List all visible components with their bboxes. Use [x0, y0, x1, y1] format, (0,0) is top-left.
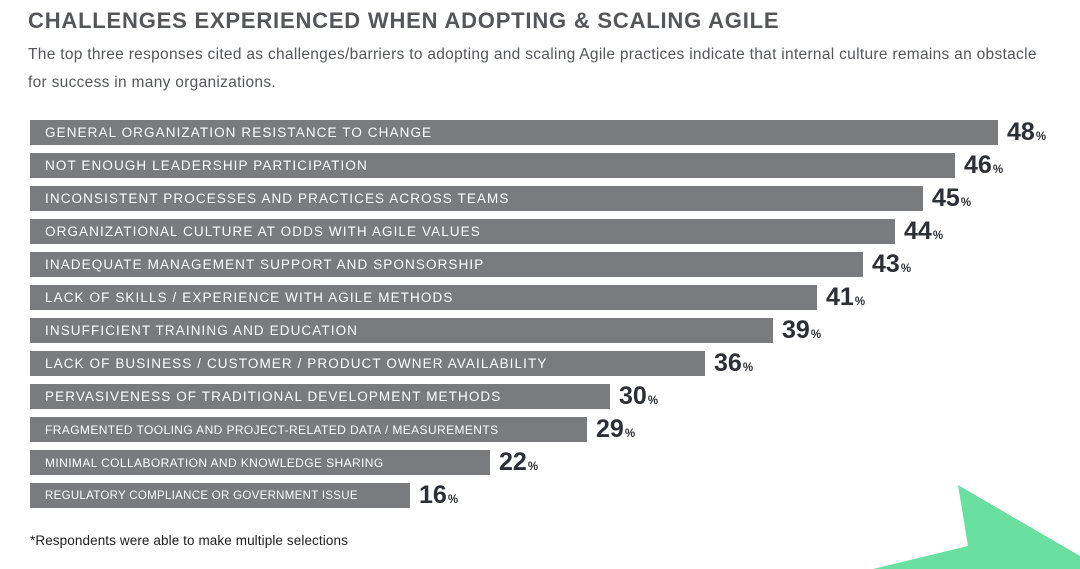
bar-value-number: 29 — [596, 415, 624, 443]
bar-row: PERVASIVENESS OF TRADITIONAL DEVELOPMENT… — [30, 382, 1080, 411]
bar: LACK OF SKILLS / EXPERIENCE WITH AGILE M… — [30, 285, 817, 310]
bar-value-number: 16 — [419, 481, 447, 509]
bar-value: 43 % — [872, 250, 911, 279]
bar-label: INADEQUATE MANAGEMENT SUPPORT AND SPONSO… — [45, 257, 485, 272]
bar-value: 48 % — [1007, 118, 1046, 147]
bar: INADEQUATE MANAGEMENT SUPPORT AND SPONSO… — [30, 252, 863, 277]
bar-value-number: 41 — [826, 283, 854, 311]
bar-value-number: 44 — [904, 217, 932, 245]
bar-value: 46 % — [964, 151, 1003, 180]
bar-label: LACK OF SKILLS / EXPERIENCE WITH AGILE M… — [45, 290, 454, 305]
bar-value: 36 % — [714, 349, 753, 378]
bar-value-number: 22 — [499, 448, 527, 476]
percent-sign: % — [647, 395, 659, 407]
bar-row: INCONSISTENT PROCESSES AND PRACTICES ACR… — [30, 184, 1080, 213]
page-title: CHALLENGES EXPERIENCED WHEN ADOPTING & S… — [28, 8, 780, 33]
percent-sign: % — [992, 164, 1004, 176]
bar-row: INSUFFICIENT TRAINING AND EDUCATION 39 % — [30, 316, 1080, 345]
percent-sign: % — [527, 461, 539, 473]
bar-row: ORGANIZATIONAL CULTURE AT ODDS WITH AGIL… — [30, 217, 1080, 246]
bar-label: MINIMAL COLLABORATION AND KNOWLEDGE SHAR… — [45, 455, 384, 470]
percent-sign: % — [742, 362, 754, 374]
bar-chart: GENERAL ORGANIZATION RESISTANCE TO CHANG… — [30, 118, 1080, 516]
bar-value-number: 36 — [714, 349, 742, 377]
bar-value-number: 48 — [1007, 118, 1035, 146]
bar-value-number: 43 — [872, 250, 900, 278]
bar-label: GENERAL ORGANIZATION RESISTANCE TO CHANG… — [45, 125, 433, 140]
bar: FRAGMENTED TOOLING AND PROJECT-RELATED D… — [30, 417, 587, 442]
percent-sign: % — [624, 428, 636, 440]
bar-label: LACK OF BUSINESS / CUSTOMER / PRODUCT OW… — [45, 356, 548, 371]
bar-label: INCONSISTENT PROCESSES AND PRACTICES ACR… — [45, 191, 510, 206]
header: CHALLENGES EXPERIENCED WHEN ADOPTING & S… — [28, 8, 1058, 97]
bar-value: 22 % — [499, 448, 538, 477]
percent-sign: % — [810, 329, 822, 341]
percent-sign: % — [932, 230, 944, 242]
bar-row: INADEQUATE MANAGEMENT SUPPORT AND SPONSO… — [30, 250, 1080, 279]
percent-sign: % — [960, 197, 972, 209]
bar-label: NOT ENOUGH LEADERSHIP PARTICIPATION — [45, 158, 368, 173]
bar-value: 16 % — [419, 481, 458, 510]
bar-label: PERVASIVENESS OF TRADITIONAL DEVELOPMENT… — [45, 389, 502, 404]
bar-value-number: 46 — [964, 151, 992, 179]
bar-label: INSUFFICIENT TRAINING AND EDUCATION — [45, 323, 359, 338]
bar: LACK OF BUSINESS / CUSTOMER / PRODUCT OW… — [30, 351, 705, 376]
bar-value: 30 % — [619, 382, 658, 411]
chart-subtitle: The top three responses cited as challen… — [28, 46, 1037, 91]
bar-value: 29 % — [596, 415, 635, 444]
bar-value: 39 % — [782, 316, 821, 345]
percent-sign: % — [447, 494, 459, 506]
bar-row: NOT ENOUGH LEADERSHIP PARTICIPATION 46 % — [30, 151, 1080, 180]
bar-value: 45 % — [932, 184, 971, 213]
bar-value-number: 30 — [619, 382, 647, 410]
bar: GENERAL ORGANIZATION RESISTANCE TO CHANG… — [30, 120, 998, 145]
bar-row: REGULATORY COMPLIANCE OR GOVERNMENT ISSU… — [30, 481, 1080, 510]
bar: MINIMAL COLLABORATION AND KNOWLEDGE SHAR… — [30, 450, 490, 475]
bar-label: ORGANIZATIONAL CULTURE AT ODDS WITH AGIL… — [45, 224, 481, 239]
percent-sign: % — [1035, 131, 1047, 143]
bar: NOT ENOUGH LEADERSHIP PARTICIPATION — [30, 153, 955, 178]
footnote: *Respondents were able to make multiple … — [30, 533, 348, 548]
bar-row: LACK OF SKILLS / EXPERIENCE WITH AGILE M… — [30, 283, 1080, 312]
percent-sign: % — [854, 296, 866, 308]
bar-row: GENERAL ORGANIZATION RESISTANCE TO CHANG… — [30, 118, 1080, 147]
bar-row: MINIMAL COLLABORATION AND KNOWLEDGE SHAR… — [30, 448, 1080, 477]
bar-value: 41 % — [826, 283, 865, 312]
bar: INSUFFICIENT TRAINING AND EDUCATION — [30, 318, 773, 343]
bar-value-number: 45 — [932, 184, 960, 212]
bar-label: REGULATORY COMPLIANCE OR GOVERNMENT ISSU… — [45, 489, 358, 502]
bar: PERVASIVENESS OF TRADITIONAL DEVELOPMENT… — [30, 384, 610, 409]
bar-row: FRAGMENTED TOOLING AND PROJECT-RELATED D… — [30, 415, 1080, 444]
bar: REGULATORY COMPLIANCE OR GOVERNMENT ISSU… — [30, 483, 410, 508]
bar-row: LACK OF BUSINESS / CUSTOMER / PRODUCT OW… — [30, 349, 1080, 378]
bar-value-number: 39 — [782, 316, 810, 344]
bar: INCONSISTENT PROCESSES AND PRACTICES ACR… — [30, 186, 923, 211]
bar: ORGANIZATIONAL CULTURE AT ODDS WITH AGIL… — [30, 219, 895, 244]
percent-sign: % — [900, 263, 912, 275]
bar-value: 44 % — [904, 217, 943, 246]
bar-label: FRAGMENTED TOOLING AND PROJECT-RELATED D… — [45, 422, 499, 437]
